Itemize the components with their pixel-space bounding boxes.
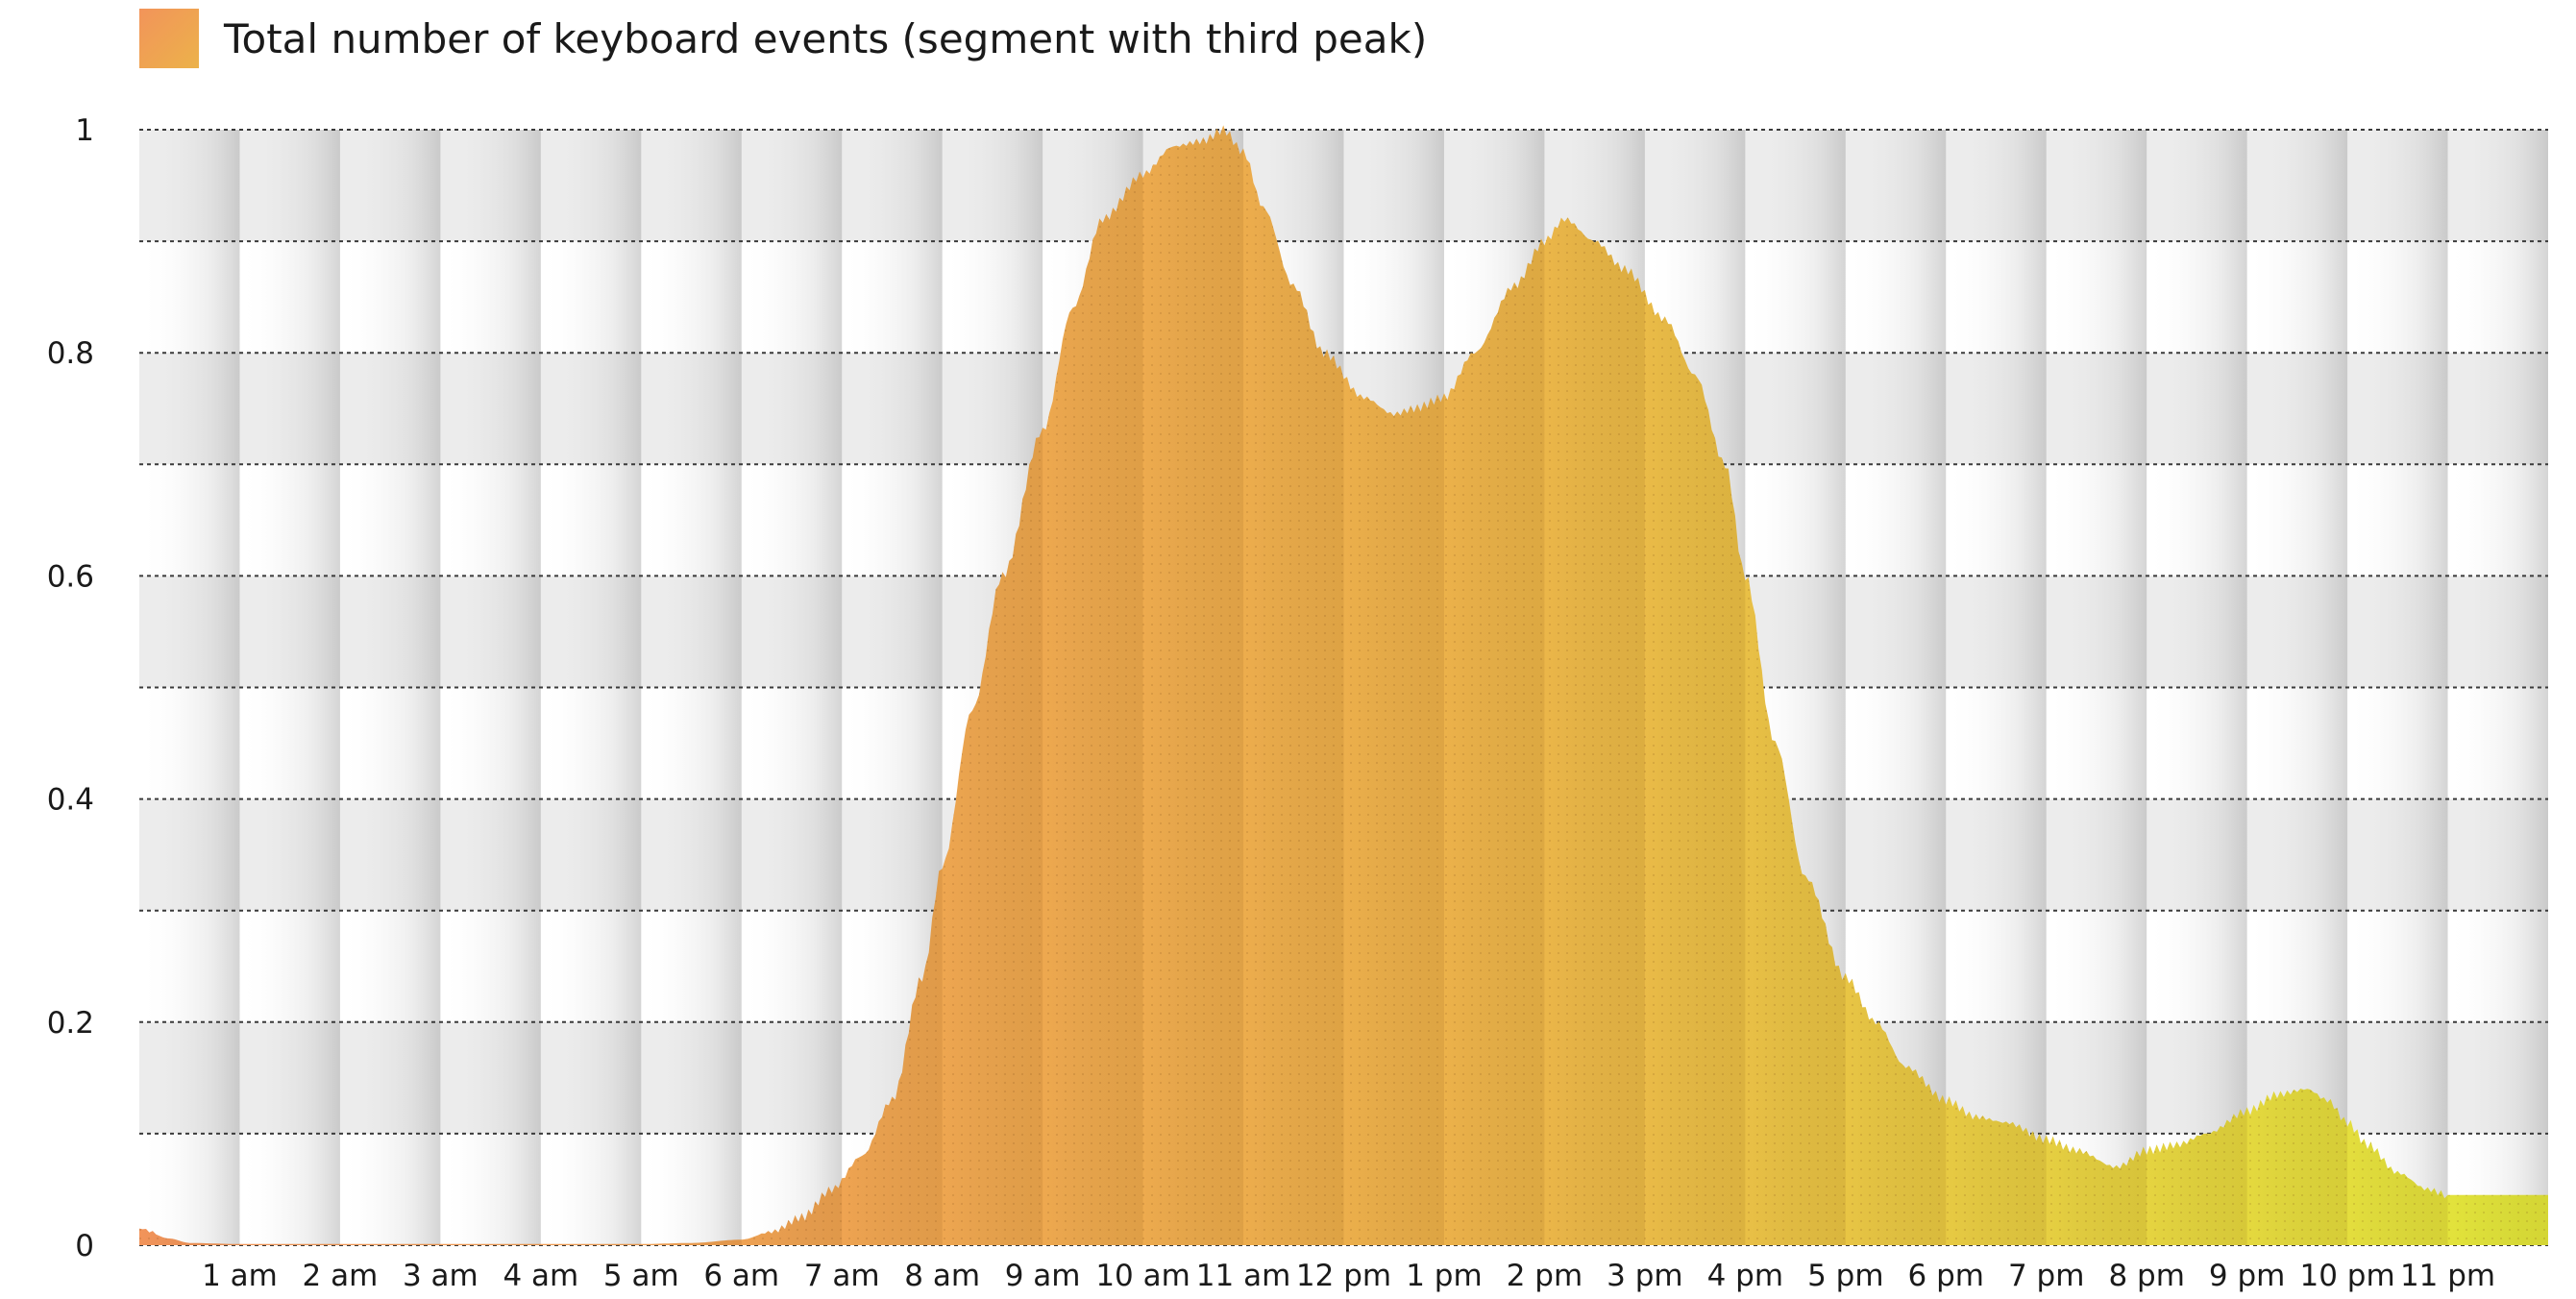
x-tick-label: 9 pm — [2209, 1259, 2285, 1293]
legend-label: Total number of keyboard events (segment… — [224, 14, 1428, 62]
x-axis-tick-labels: 1 am 2 am 3 am 4 am 5 am 6 am 7 am 8 am 9 am 10 a… — [202, 1259, 2495, 1293]
y-tick-label: 0.4 — [47, 783, 94, 818]
x-tick-label: 1 am — [202, 1259, 278, 1293]
x-tick-label: 1 pm — [1406, 1259, 1482, 1293]
x-tick-label: 3 am — [403, 1259, 478, 1293]
x-tick-label: 10 pm — [2299, 1259, 2394, 1293]
x-tick-label: 11 am — [1196, 1259, 1291, 1293]
x-tick-label: 9 am — [1005, 1259, 1081, 1293]
y-tick-label: 0.6 — [47, 559, 94, 594]
legend-swatch — [139, 9, 199, 68]
x-tick-label: 2 am — [303, 1259, 379, 1293]
y-axis-tick-labels: 0 0.2 0.4 0.6 0.8 1 — [47, 113, 94, 1263]
x-tick-label: 5 am — [603, 1259, 679, 1293]
x-tick-label: 10 am — [1095, 1259, 1190, 1293]
y-tick-label: 0.8 — [47, 336, 94, 371]
chart-legend: Total number of keyboard events (segment… — [139, 8, 1427, 69]
x-tick-label: 6 am — [703, 1259, 779, 1293]
x-tick-label: 7 pm — [2008, 1259, 2084, 1293]
y-tick-label: 1 — [75, 113, 94, 148]
area-column-shade — [1142, 130, 1244, 1245]
y-tick-label: 0 — [75, 1229, 94, 1263]
x-tick-label: 4 pm — [1707, 1259, 1783, 1293]
x-tick-label: 6 pm — [1908, 1259, 1984, 1293]
x-tick-label: 2 pm — [1507, 1259, 1582, 1293]
x-tick-label: 8 am — [904, 1259, 980, 1293]
x-tick-label: 8 pm — [2108, 1259, 2184, 1293]
area-column-shade — [1544, 130, 1645, 1245]
x-tick-label: 4 am — [503, 1259, 578, 1293]
x-tick-label: 7 am — [804, 1259, 880, 1293]
x-tick-label: 3 pm — [1607, 1259, 1682, 1293]
x-tick-label: 5 pm — [1807, 1259, 1883, 1293]
x-tick-label: 11 pm — [2400, 1259, 2495, 1293]
x-tick-label: 12 pm — [1296, 1259, 1391, 1293]
y-tick-label: 0.2 — [47, 1006, 94, 1041]
